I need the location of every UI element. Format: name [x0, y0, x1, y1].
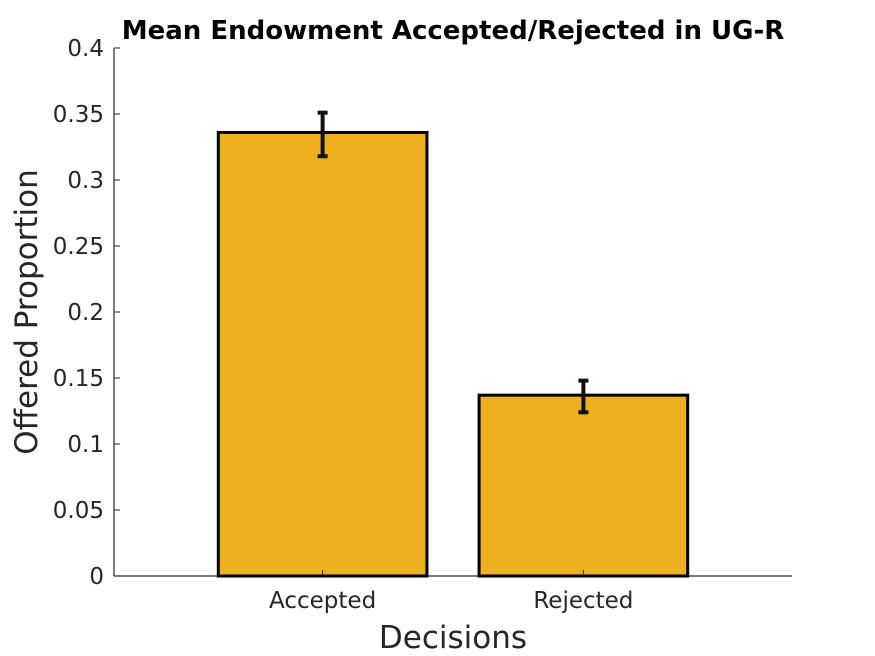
bar-rejected [477, 393, 690, 578]
bars [216, 130, 690, 578]
y-tick-label: 0.3 [67, 168, 104, 194]
y-tick-label: 0.2 [67, 300, 104, 326]
error-bars [317, 110, 589, 415]
chart-title: Mean Endowment Accepted/Rejected in UG-R [122, 16, 785, 46]
x-tick-label-accepted: Accepted [269, 588, 376, 614]
y-tick-label: 0.25 [53, 234, 104, 260]
y-tick-label: 0.05 [53, 498, 104, 524]
x-axis-label: Decisions [379, 620, 527, 656]
y-tick-label: 0 [89, 564, 104, 590]
y-tick-label: 0.35 [53, 102, 104, 128]
y-tick-label: 0.4 [67, 36, 104, 62]
y-tick-label: 0.15 [53, 366, 104, 392]
plot-axes [113, 48, 792, 577]
bar-accepted [216, 130, 429, 578]
y-ticks: 0 0.05 0.1 0.15 0.2 0.25 0.3 0.35 0.4 [53, 36, 120, 590]
x-tick-label-rejected: Rejected [533, 588, 633, 614]
y-axis-label: Offered Proportion [9, 169, 45, 454]
x-ticks: Accepted Rejected [269, 570, 633, 614]
y-tick-label: 0.1 [67, 432, 104, 458]
